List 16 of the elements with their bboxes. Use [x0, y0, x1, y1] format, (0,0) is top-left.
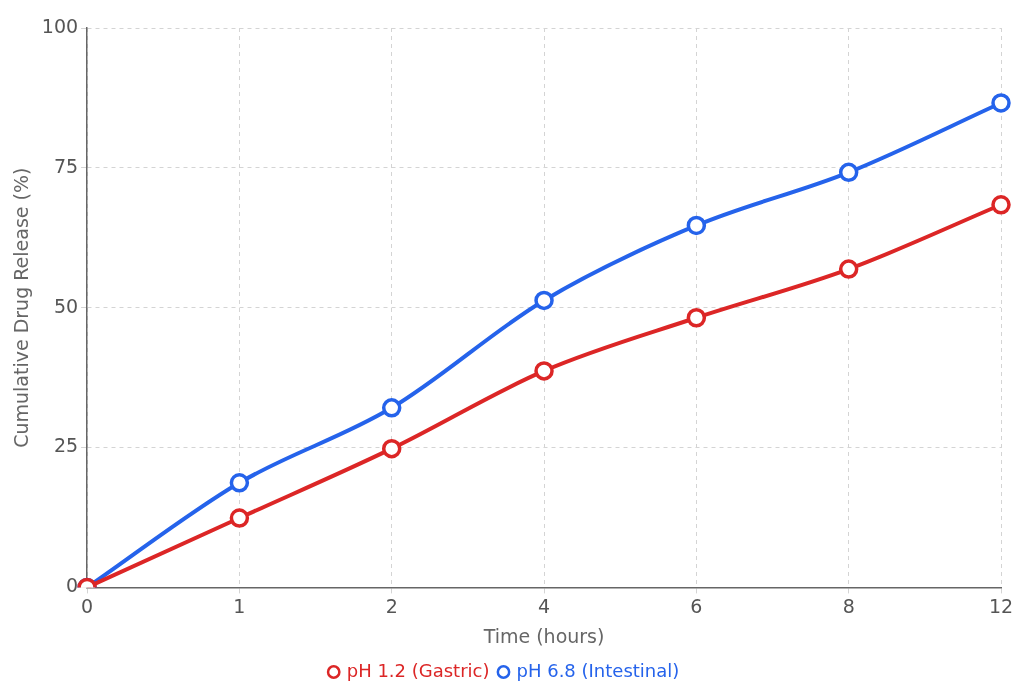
- y-tick-label: 25: [53, 434, 79, 457]
- x-tick-label: 12: [988, 594, 1014, 617]
- legend-label: pH 1.2 (Gastric): [346, 659, 490, 681]
- y-tick-label: 75: [53, 154, 79, 177]
- y-axis-title: Cumulative Drug Release (%): [10, 167, 33, 448]
- y-tick-label: 100: [41, 14, 79, 37]
- x-tick-label: 2: [385, 594, 398, 617]
- legend-label: pH 6.8 (Intestinal): [516, 659, 680, 681]
- x-tick-label: 4: [537, 594, 551, 617]
- y-tick-label: 0: [65, 574, 79, 597]
- x-tick-label: 1: [233, 594, 246, 617]
- x-tick-label: 6: [690, 594, 703, 617]
- x-tick-label: 0: [81, 594, 94, 617]
- x-axis-title: Time (hours): [482, 624, 605, 647]
- y-tick-label: 50: [53, 294, 79, 317]
- x-tick-label: 8: [842, 594, 855, 617]
